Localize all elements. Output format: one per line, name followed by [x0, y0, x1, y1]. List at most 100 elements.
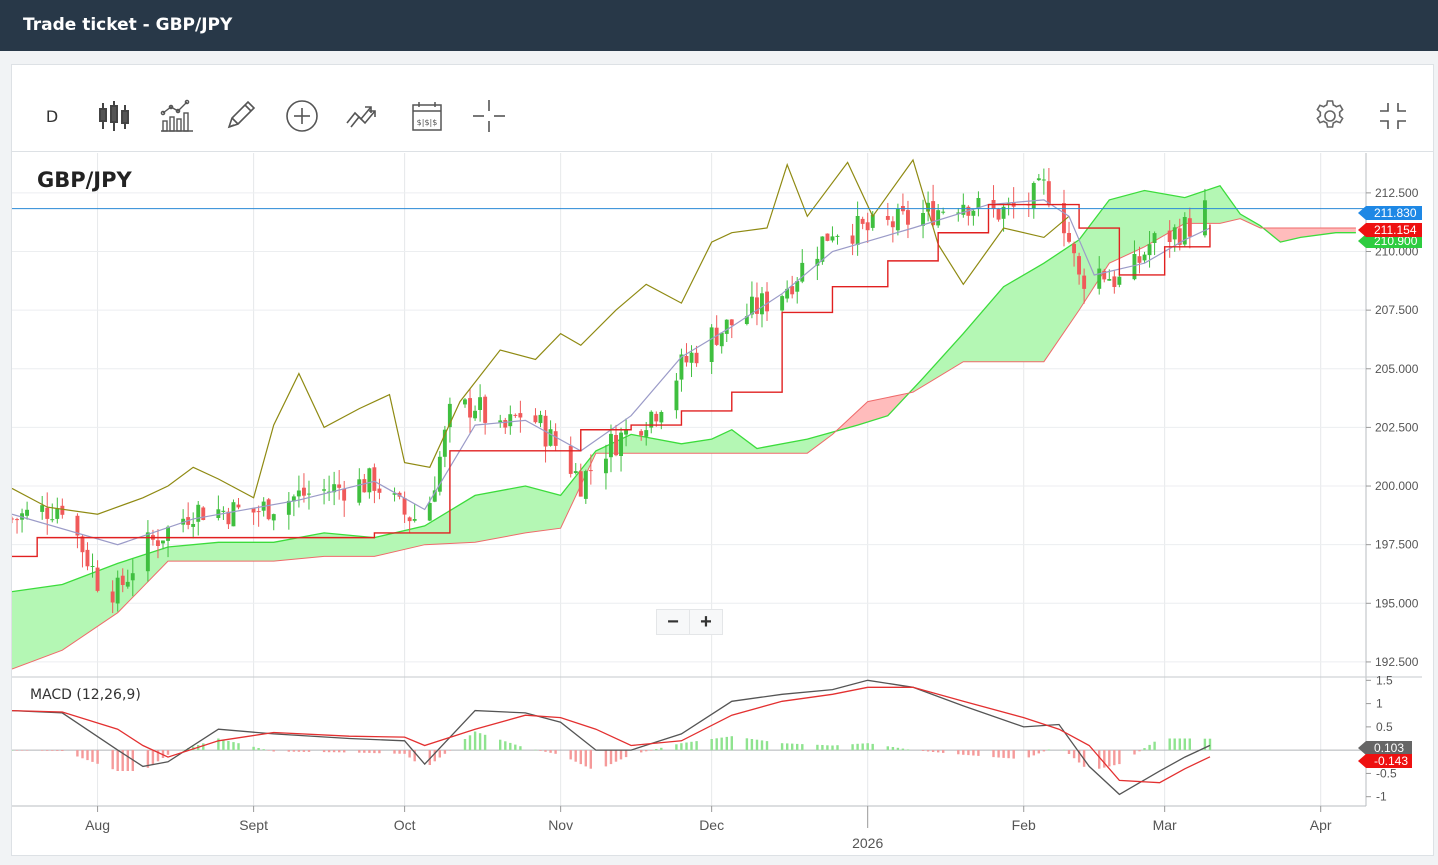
time-axis-label: Mar — [1153, 817, 1177, 833]
macd-hist-up — [891, 747, 895, 751]
candle-up — [392, 493, 397, 495]
candle-down — [256, 511, 261, 513]
candle-up — [583, 471, 588, 499]
macd-value-label: -0.143 — [1374, 754, 1408, 768]
candle-up — [830, 236, 835, 241]
crosshair-icon[interactable] — [469, 96, 509, 136]
candle-up — [956, 212, 961, 214]
macd-hist-down — [166, 750, 170, 755]
macd-hist-up — [504, 741, 507, 751]
indicators-icon[interactable] — [157, 96, 197, 136]
candle-up — [1142, 254, 1147, 261]
candle-down — [362, 479, 367, 493]
macd-hist-up — [816, 744, 819, 751]
compare-icon[interactable] — [344, 96, 384, 136]
fullscreen-icon[interactable] — [1373, 96, 1413, 136]
indicator-lines — [12, 158, 1366, 558]
candle-up — [463, 399, 467, 405]
zoom-out-button[interactable]: − — [667, 610, 679, 633]
macd-hist-down — [287, 750, 290, 752]
candle-down — [850, 235, 855, 244]
calendar-icon[interactable]: $|$|$ — [407, 96, 447, 136]
candle-up — [976, 198, 981, 209]
candle-up — [624, 429, 628, 435]
macd-hist-down — [121, 750, 124, 771]
macd-hist-up — [1178, 738, 1181, 751]
candle-up — [870, 214, 875, 228]
price-tag-label: 211.154 — [1374, 223, 1417, 237]
macd-hist-down — [926, 750, 930, 752]
macd-axis-label: -0.5 — [1376, 766, 1397, 780]
price-tag-label: 211.830 — [1374, 206, 1417, 220]
candle-up — [145, 532, 150, 572]
time-axis-label: Oct — [394, 817, 416, 833]
macd-hist-up — [866, 743, 869, 751]
macd-hist-down — [448, 750, 452, 751]
candle-up — [815, 258, 820, 266]
candle-down — [729, 319, 734, 326]
candle-up — [307, 493, 311, 495]
candle-down — [1102, 270, 1107, 280]
macd-hist-up — [227, 740, 230, 751]
macd-hist-down — [51, 750, 54, 751]
macd-hist-up — [468, 735, 472, 751]
symbol-label: GBP/JPY — [37, 168, 132, 192]
candle-down — [518, 413, 523, 418]
macd-hist-up — [791, 743, 794, 751]
price-axis-label: 200.000 — [1375, 479, 1419, 493]
candle-up — [473, 410, 477, 419]
macd-hist-up — [755, 739, 759, 751]
candle-down — [266, 499, 271, 520]
macd-hist-up — [861, 743, 864, 751]
candle-up — [750, 296, 754, 315]
candle-down — [553, 431, 558, 446]
candle-up — [921, 213, 925, 226]
candle-up — [1203, 200, 1207, 236]
macd-hist-down — [398, 750, 401, 754]
candle-up — [835, 235, 840, 237]
window-title: Trade ticket - GBP/JPY — [23, 15, 233, 35]
time-axis-label: Dec — [699, 817, 724, 833]
interval-selector[interactable]: D — [45, 106, 59, 126]
time-axis-label: Feb — [1012, 817, 1036, 833]
price-tag: 210.900 — [1358, 234, 1422, 248]
macd-hist-down — [1118, 750, 1121, 765]
macd-value-tag-bg — [1358, 754, 1412, 768]
macd-hist-up — [750, 739, 754, 751]
candle-up — [795, 281, 800, 292]
macd-hist-down — [977, 750, 980, 756]
candle-up — [181, 518, 186, 525]
cloud-span-a — [12, 185, 1356, 593]
time-axis-label: 2026 — [852, 835, 883, 851]
candle-up — [971, 210, 976, 216]
candle-up — [538, 414, 543, 424]
candle-down — [15, 519, 19, 521]
macd-hist-down — [272, 750, 275, 752]
macd-hist-up — [222, 739, 225, 751]
price-axis-label: 202.500 — [1375, 420, 1419, 434]
candle-up — [40, 505, 45, 512]
candle-down — [765, 291, 769, 312]
candle-up — [780, 296, 785, 311]
macd-hist-down — [942, 750, 945, 753]
zoom-in-button[interactable]: + — [689, 610, 722, 634]
macd-hist-down — [619, 750, 623, 760]
candle-up — [221, 510, 226, 512]
macd-hist-down — [549, 750, 552, 753]
draw-icon[interactable] — [220, 96, 260, 136]
candles-icon[interactable] — [94, 96, 134, 136]
add-icon[interactable] — [282, 96, 322, 136]
macd-hist-down — [307, 750, 311, 752]
macd-axis-label: 1 — [1376, 697, 1383, 711]
candle-up — [286, 500, 291, 515]
candle-up — [216, 509, 221, 518]
macd-hist-up — [745, 738, 749, 751]
macd-hist-down — [584, 750, 587, 767]
candle-up — [427, 503, 432, 521]
macd-hist-down — [650, 750, 653, 751]
macd-hist-down — [931, 750, 935, 752]
macd-line — [12, 679, 1211, 796]
macd-hist-down — [332, 750, 336, 753]
settings-icon[interactable] — [1310, 96, 1350, 136]
